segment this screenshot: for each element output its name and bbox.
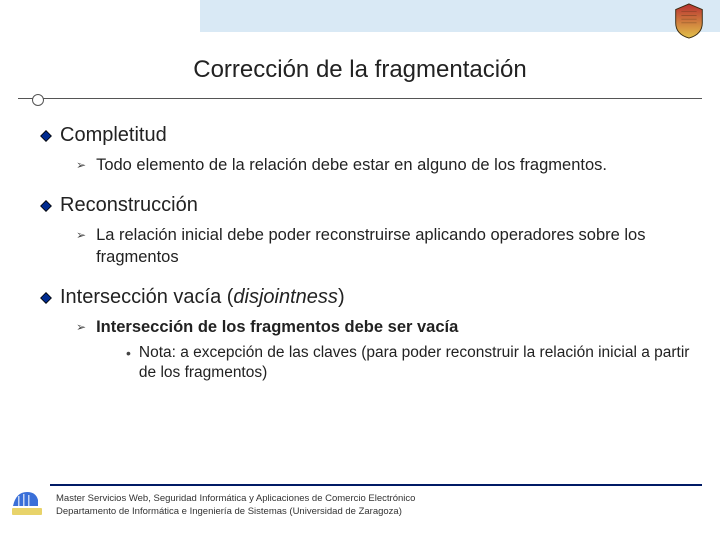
diamond-bullet-icon <box>40 130 52 142</box>
sub-item: ➢ La relación inicial debe poder reconst… <box>76 225 696 268</box>
arrow-bullet-icon: ➢ <box>76 317 86 338</box>
footer-text: Master Servicios Web, Seguridad Informát… <box>56 493 415 518</box>
heading-after: ) <box>338 286 345 308</box>
sub-item-text: Todo elemento de la relación debe estar … <box>96 155 607 176</box>
footer-divider <box>50 484 702 486</box>
top-accent-bar <box>200 0 720 32</box>
footer-line-1: Master Servicios Web, Seguridad Informát… <box>56 493 415 505</box>
heading-italic: disjointness <box>233 286 338 308</box>
content-area: Completitud ➢ Todo elemento de la relaci… <box>40 124 696 383</box>
sub-item-text: La relación inicial debe poder reconstru… <box>96 225 696 268</box>
diamond-bullet-icon <box>40 292 52 304</box>
heading-part: Intersección vacía ( <box>60 286 233 308</box>
note-item: • Nota: a excepción de las claves (para … <box>126 343 696 383</box>
arrow-bullet-icon: ➢ <box>76 225 86 268</box>
sub-item-text: Intersección de los fragmentos debe ser … <box>96 317 458 338</box>
arrow-bullet-icon: ➢ <box>76 155 86 176</box>
section-heading: Reconstrucción <box>60 194 198 217</box>
title-divider <box>18 98 702 99</box>
department-logo-icon <box>10 486 44 520</box>
section-completitud: Completitud ➢ Todo elemento de la relaci… <box>40 124 696 176</box>
sub-item: ➢ Todo elemento de la relación debe esta… <box>76 155 696 176</box>
section-interseccion: Intersección vacía (disjointness) ➢ Inte… <box>40 286 696 383</box>
slide-title: Corrección de la fragmentación <box>0 56 720 84</box>
section-reconstruccion: Reconstrucción ➢ La relación inicial deb… <box>40 194 696 268</box>
section-heading: Completitud <box>60 124 167 147</box>
section-heading: Intersección vacía (disjointness) <box>60 286 345 309</box>
university-crest-icon <box>670 2 708 40</box>
sub-item: ➢ Intersección de los fragmentos debe se… <box>76 317 696 338</box>
diamond-bullet-icon <box>40 200 52 212</box>
note-text: Nota: a excepción de las claves (para po… <box>139 343 696 383</box>
dot-bullet-icon: • <box>126 343 131 383</box>
footer-line-2: Departamento de Informática e Ingeniería… <box>56 506 415 518</box>
